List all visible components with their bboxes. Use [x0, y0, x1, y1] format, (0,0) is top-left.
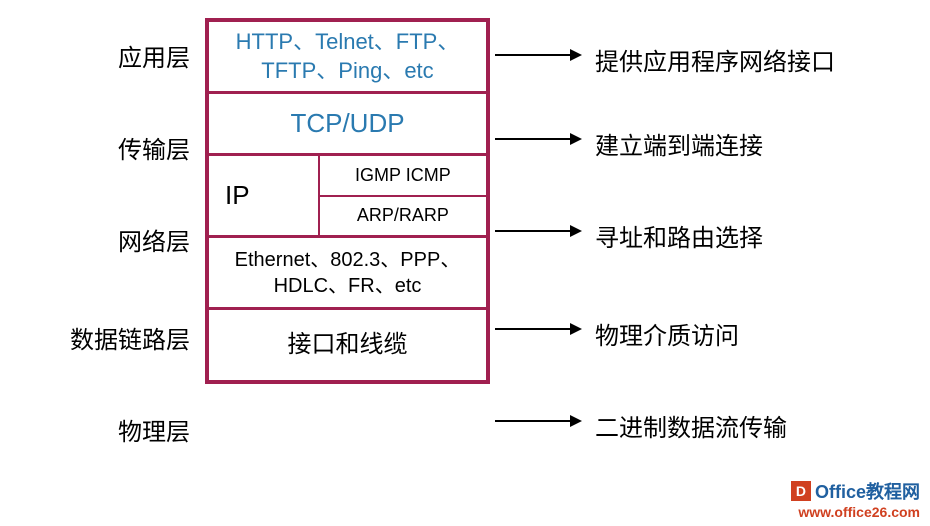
layer-box-datalink: Ethernet、802.3、PPP、 HDLC、FR、etc: [209, 238, 486, 310]
ip-container: IP IGMP ICMP ARP/RARP: [209, 156, 486, 235]
protocols-datalink: Ethernet、802.3、PPP、 HDLC、FR、etc: [235, 247, 461, 299]
protocols-physical: 接口和线缆: [288, 329, 408, 360]
desc-application: 提供应用程序网络接口: [595, 42, 835, 77]
layer-box-network: IP IGMP ICMP ARP/RARP: [209, 156, 486, 238]
layer-box-transport: TCP/UDP: [209, 94, 486, 156]
arrow-application: [495, 54, 580, 56]
protocols-application-line2: TFTP、Ping、etc: [236, 57, 460, 86]
layer-label-network: 网络层: [10, 222, 190, 257]
desc-physical: 二进制数据流传输: [595, 408, 787, 443]
protocols-transport: TCP/UDP: [290, 107, 404, 141]
watermark-icon: D: [791, 481, 811, 501]
protocol-stack: HTTP、Telnet、FTP、 TFTP、Ping、etc TCP/UDP I…: [205, 18, 490, 384]
watermark-url: www.office26.com: [791, 504, 920, 520]
ip-subprotocols: IGMP ICMP ARP/RARP: [320, 156, 486, 235]
layer-label-application: 应用层: [10, 38, 190, 73]
layer-box-application: HTTP、Telnet、FTP、 TFTP、Ping、etc: [209, 22, 486, 94]
watermark-title: Office教程网: [815, 478, 920, 504]
layer-label-physical: 物理层: [10, 412, 190, 447]
protocols-datalink-line2: HDLC、FR、etc: [235, 273, 461, 299]
ip-sub-igmp-icmp: IGMP ICMP: [320, 156, 486, 197]
arrow-physical: [495, 420, 580, 422]
desc-datalink: 物理介质访问: [595, 316, 739, 351]
desc-network: 寻址和路由选择: [595, 218, 763, 253]
tcpip-layer-diagram: 应用层 传输层 网络层 数据链路层 物理层 HTTP、Telnet、FTP、 T…: [0, 0, 930, 526]
protocols-datalink-line1: Ethernet、802.3、PPP、: [235, 247, 461, 273]
protocols-application: HTTP、Telnet、FTP、 TFTP、Ping、etc: [236, 28, 460, 85]
layer-label-datalink: 数据链路层: [10, 320, 190, 355]
arrow-datalink: [495, 328, 580, 330]
arrow-network: [495, 230, 580, 232]
ip-label: IP: [209, 156, 320, 235]
watermark: D Office教程网 www.office26.com: [791, 478, 920, 520]
layer-box-physical: 接口和线缆: [209, 310, 486, 380]
ip-sub-arp-rarp: ARP/RARP: [320, 197, 486, 236]
arrow-transport: [495, 138, 580, 140]
desc-transport: 建立端到端连接: [595, 126, 763, 161]
watermark-title-row: D Office教程网: [791, 478, 920, 504]
protocols-application-line1: HTTP、Telnet、FTP、: [236, 28, 460, 57]
layer-label-transport: 传输层: [10, 130, 190, 165]
